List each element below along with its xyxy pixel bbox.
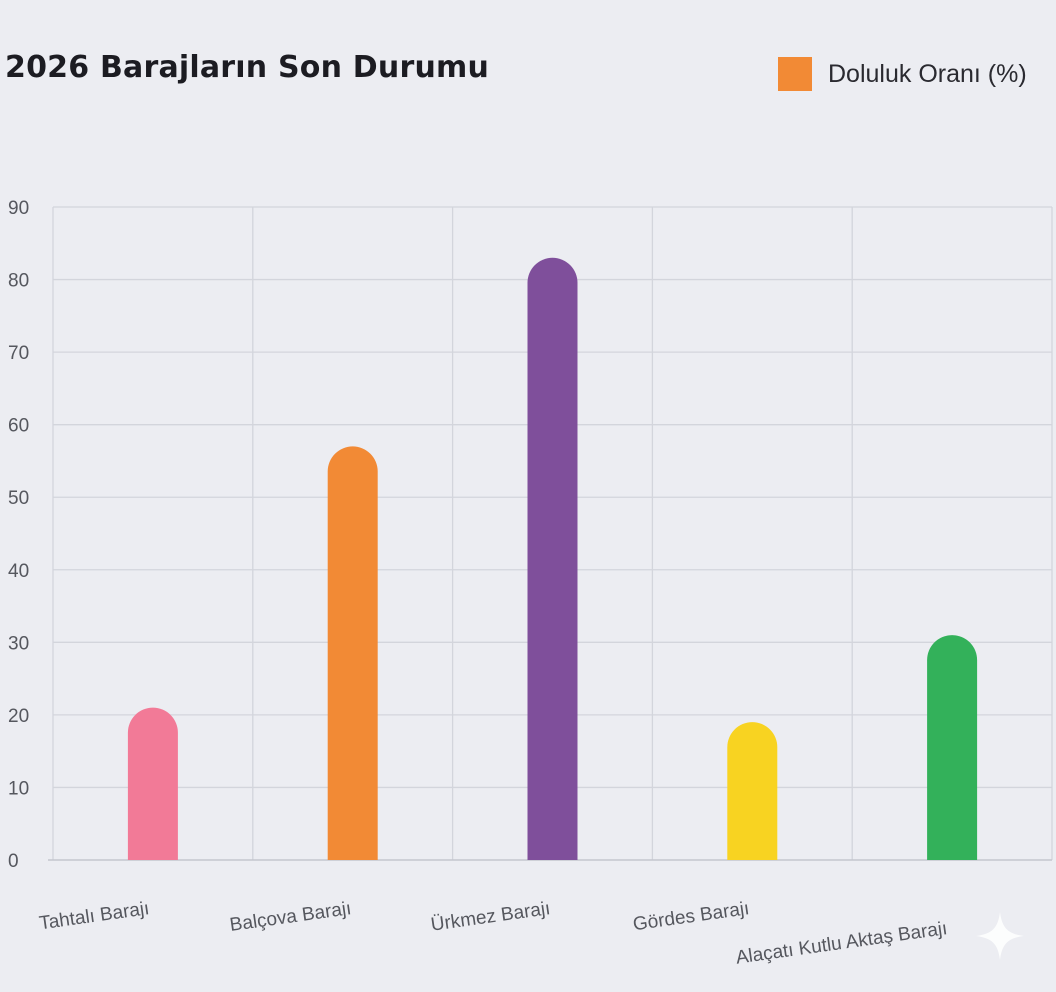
y-tick-label: 50 [8, 488, 29, 509]
y-tick-label: 60 [8, 416, 29, 437]
y-tick-label: 70 [8, 343, 29, 364]
legend-label: Doluluk Oranı (%) [828, 59, 1027, 88]
bar-layer [127, 257, 978, 860]
y-tick-label: 40 [8, 561, 29, 582]
x-tick-label: Balçova Barajı [228, 898, 352, 936]
y-tick-label: 10 [8, 778, 29, 799]
bar [127, 707, 178, 860]
bar [927, 635, 978, 860]
chart-title: 2026 Barajların Son Durumu [5, 50, 490, 85]
sparkle-icon [976, 912, 1024, 960]
y-tick-label: 20 [8, 706, 29, 727]
bar [527, 257, 578, 860]
y-tick-label: 30 [8, 633, 29, 654]
legend-swatch [778, 57, 812, 91]
bar [727, 722, 778, 860]
y-tick-label: 80 [8, 271, 29, 292]
x-tick-label: Gördes Barajı [632, 898, 751, 935]
x-tick-label: Tahtalı Barajı [38, 898, 151, 934]
x-tick-label: Alaçatı Kutlu Aktaş Barajı [735, 918, 949, 968]
bar [327, 446, 378, 860]
y-tick-label: 0 [8, 851, 19, 872]
x-tick-label: Ürkmez Barajı [430, 898, 552, 936]
y-tick-label: 90 [8, 198, 29, 219]
legend: Doluluk Oranı (%) [778, 57, 1027, 91]
